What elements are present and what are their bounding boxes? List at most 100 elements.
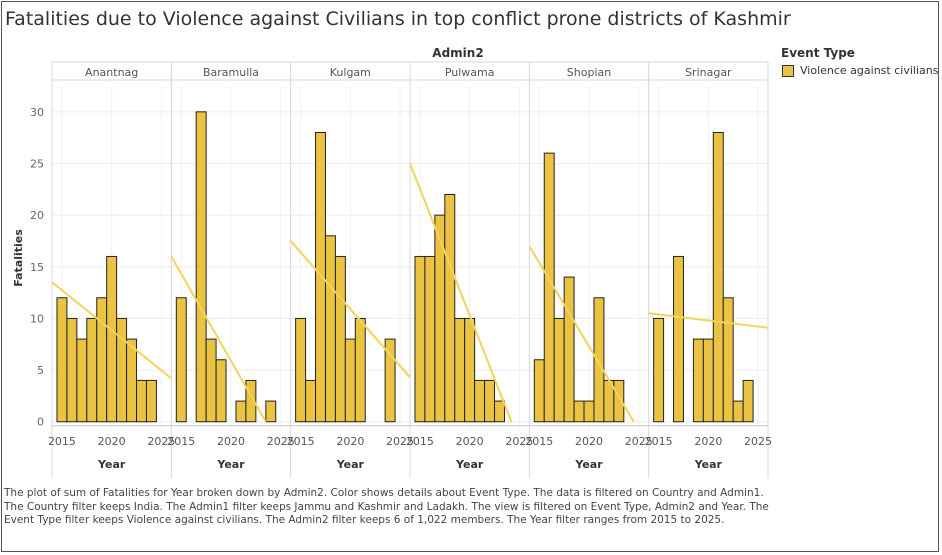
bar <box>334 255 346 423</box>
x-tick-label: 2025 <box>505 435 533 448</box>
x-tick-label: 2020 <box>217 435 245 448</box>
x-tick-label: 2025 <box>625 435 653 448</box>
bar <box>653 317 665 423</box>
x-tick-label: 2020 <box>694 435 722 448</box>
bar <box>126 338 138 423</box>
x-axis-label: Year <box>574 458 603 471</box>
bar <box>702 338 714 423</box>
legend-swatch <box>782 64 794 77</box>
bar <box>384 338 396 423</box>
x-axis-label: Year <box>216 458 245 471</box>
bar <box>136 379 147 423</box>
y-tick-label: 5 <box>37 364 44 377</box>
x-axis-label: Year <box>455 458 484 471</box>
legend-title: Event Type <box>781 46 855 60</box>
bar <box>553 317 565 423</box>
panel-header-srinagar: Srinagar <box>685 66 732 79</box>
x-tick-label: 2025 <box>744 435 772 448</box>
trend-line <box>648 312 769 329</box>
bar <box>86 317 98 423</box>
x-tick-label: 2025 <box>147 435 175 448</box>
bar <box>195 111 207 423</box>
bar <box>175 297 187 423</box>
bar <box>742 379 754 423</box>
y-tick-label: 0 <box>37 416 44 429</box>
bar <box>583 400 595 423</box>
bar <box>96 297 108 423</box>
x-tick-label: 2020 <box>98 435 126 448</box>
bar <box>315 131 326 423</box>
trend-line <box>52 281 172 380</box>
x-tick-label: 2025 <box>267 435 295 448</box>
bar <box>444 193 456 423</box>
bar <box>205 338 217 423</box>
trend-line <box>171 255 267 423</box>
caption: The plot of sum of Fatalities for Year b… <box>4 487 769 526</box>
bar <box>424 255 436 423</box>
bar <box>543 152 555 423</box>
x-tick-label: 2015 <box>525 435 553 448</box>
bar <box>295 317 307 423</box>
y-tick-label: 10 <box>30 312 44 325</box>
bar <box>305 379 317 423</box>
x-tick-label: 2015 <box>287 435 315 448</box>
panel-header-anantnag: Anantnag <box>85 66 138 79</box>
bar <box>414 255 426 423</box>
bar <box>76 338 88 423</box>
y-tick-label: 25 <box>30 157 44 170</box>
bar <box>265 400 277 423</box>
y-tick-label: 15 <box>30 261 44 274</box>
bar <box>593 297 605 423</box>
trend-line <box>290 240 410 378</box>
bar <box>354 317 366 423</box>
bar <box>533 359 545 423</box>
x-tick-label: 2015 <box>48 435 76 448</box>
bar <box>692 338 704 423</box>
bar <box>722 297 734 423</box>
bar <box>215 359 227 423</box>
bar <box>464 317 476 423</box>
bar <box>454 317 466 423</box>
x-tick-label: 2020 <box>336 435 364 448</box>
x-tick-label: 2020 <box>575 435 603 448</box>
bar <box>245 379 257 423</box>
bar <box>56 297 68 423</box>
x-tick-label: 2015 <box>406 435 434 448</box>
panel-header-pulwama: Pulwama <box>445 66 495 79</box>
x-tick-label: 2015 <box>645 435 673 448</box>
trend-line <box>529 245 635 423</box>
panel-header-baramulla: Baramulla <box>203 66 259 79</box>
x-axis-label: Year <box>694 458 723 471</box>
panel-header-shopian: Shopian <box>567 66 611 79</box>
facet-title: Admin2 <box>432 46 483 60</box>
x-tick-label: 2025 <box>386 435 414 448</box>
bar <box>613 379 625 423</box>
x-tick-label: 2020 <box>456 435 484 448</box>
bar <box>235 400 247 423</box>
bar <box>712 131 724 423</box>
legend-label: Violence against civilians <box>800 64 939 77</box>
bar <box>563 276 575 423</box>
page-title: Fatalities due to Violence against Civil… <box>5 8 791 30</box>
bar <box>474 379 486 423</box>
y-axis-label: Fatalities <box>12 229 25 287</box>
bar <box>66 317 78 423</box>
bar <box>145 379 157 423</box>
bar <box>732 400 744 423</box>
bar <box>484 379 496 423</box>
x-axis-label: Year <box>336 458 365 471</box>
bar <box>344 338 356 423</box>
y-tick-label: 30 <box>30 106 44 119</box>
bar <box>106 255 118 423</box>
bar <box>116 317 128 423</box>
x-axis-label: Year <box>97 458 126 471</box>
bar <box>673 255 684 423</box>
bar <box>324 235 336 423</box>
bar <box>494 400 505 423</box>
panel-header-kulgam: Kulgam <box>330 66 371 79</box>
legend-item[interactable]: Violence against civilians <box>782 64 938 77</box>
trend-line <box>410 163 513 423</box>
y-tick-label: 20 <box>30 209 44 222</box>
